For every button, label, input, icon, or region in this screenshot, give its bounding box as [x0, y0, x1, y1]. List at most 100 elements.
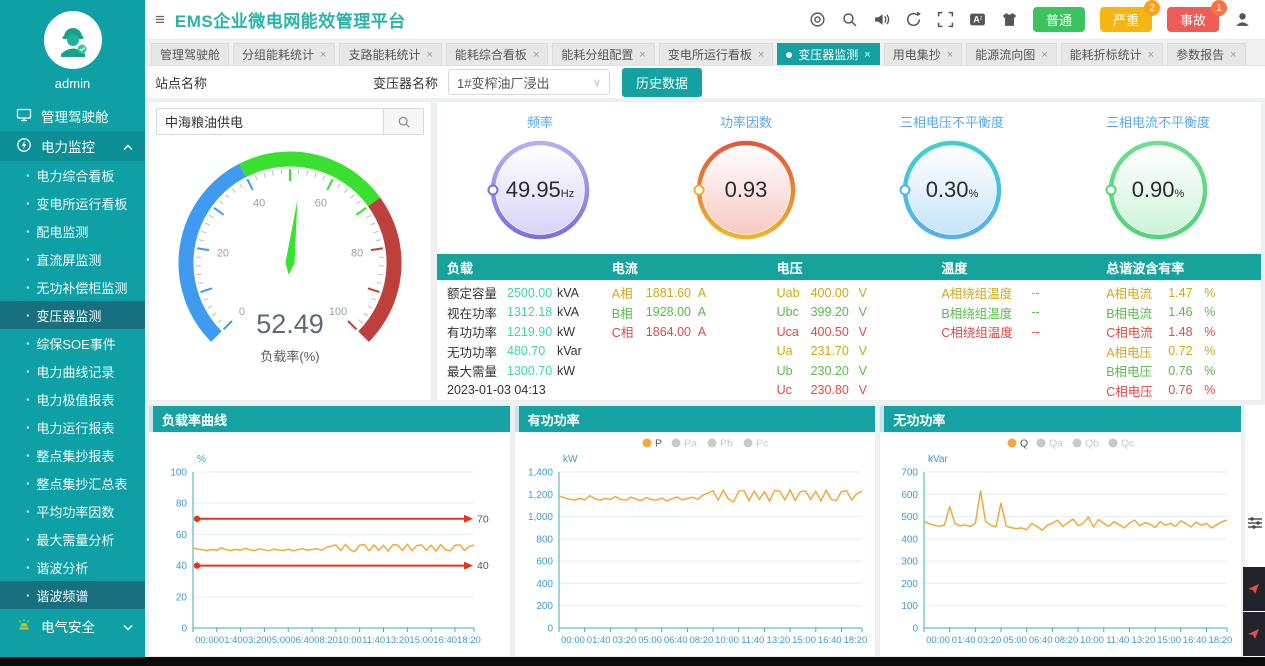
- legend-item-Pb[interactable]: Pb: [707, 438, 733, 450]
- tab-close-icon[interactable]: ×: [1041, 48, 1048, 61]
- voltage-column: Uab 400.00 V Ubc 399.20 V Uca 400.50 V Ua 231.70 V U…: [767, 283, 932, 400]
- sidebar-item-10[interactable]: · 电力极值报表: [0, 385, 145, 413]
- sound-icon[interactable]: [873, 11, 890, 28]
- refresh-icon[interactable]: [905, 11, 922, 28]
- table-row: A相电流 1.47%: [1106, 283, 1261, 303]
- svg-text:18:20: 18:20: [843, 635, 867, 646]
- sidebar-item-0[interactable]: 管理驾驶舱: [0, 101, 145, 131]
- tab-close-icon[interactable]: ×: [757, 48, 765, 61]
- tab-8[interactable]: 能源流向图 ×: [966, 43, 1057, 65]
- sidebar-item-12[interactable]: · 整点集抄报表: [0, 441, 145, 469]
- tab-close-icon[interactable]: ×: [946, 48, 954, 61]
- legend-item-Qa[interactable]: Qa: [1036, 438, 1064, 450]
- legend-item-Qc[interactable]: Qc: [1108, 438, 1135, 450]
- svg-text:0: 0: [181, 624, 187, 635]
- sidebar-item-5[interactable]: · 直流屏监测: [0, 245, 145, 273]
- legend-item-P[interactable]: P: [642, 438, 662, 450]
- circle-gauge-graphic: 49.95Hz: [487, 140, 590, 240]
- svg-text:06:40: 06:40: [1029, 635, 1053, 646]
- sidebar-item-1[interactable]: 电力监控: [0, 131, 145, 161]
- search-icon[interactable]: [841, 11, 858, 28]
- row-label: C相绕组温度: [941, 326, 1013, 341]
- row-unit: V: [858, 305, 867, 320]
- chart-settings-icon[interactable]: [1246, 514, 1264, 532]
- tab-label: 用电集抄: [892, 48, 941, 62]
- line-chart: 0 200 400 600 800 1,000 1,200 1,400 00:00 01:40 03…: [528, 438, 867, 647]
- fullscreen-icon[interactable]: [937, 11, 954, 28]
- tab-close-icon[interactable]: ×: [532, 48, 540, 61]
- svg-text:0.93: 0.93: [725, 177, 768, 202]
- sidebar-item-18[interactable]: 电气安全: [0, 611, 145, 641]
- theme-icon[interactable]: [1001, 11, 1018, 28]
- sidebar-item-14[interactable]: · 平均功率因数: [0, 497, 145, 525]
- transformer-select[interactable]: 1#变榨油厂浸出 ∨: [448, 69, 611, 95]
- sidebar-item-15[interactable]: · 最大需量分析: [0, 525, 145, 553]
- sidebar-item-17[interactable]: · 谐波频谱: [0, 581, 145, 609]
- tab-10[interactable]: 参数报告 ×: [1167, 43, 1246, 65]
- svg-text:60: 60: [315, 197, 327, 209]
- sidebar-item-2[interactable]: · 电力综合看板: [0, 161, 145, 189]
- row-label: A相电流: [1106, 287, 1153, 302]
- sidebar-item-4[interactable]: · 配电监测: [0, 217, 145, 245]
- sidebar-item-11[interactable]: · 电力运行报表: [0, 413, 145, 441]
- tab-close-icon[interactable]: ×: [1230, 48, 1237, 61]
- sidebar-item-13[interactable]: · 整点集抄汇总表: [0, 469, 145, 497]
- alarm-shortcut-button-2[interactable]: [1243, 612, 1265, 656]
- site-search-button[interactable]: [384, 108, 424, 135]
- sidebar-item-9[interactable]: · 电力曲线记录: [0, 357, 145, 385]
- tab-6[interactable]: 变压器监测 ×: [777, 43, 880, 65]
- tab-label: 分组能耗统计: [242, 48, 315, 62]
- row-label: A相: [611, 287, 633, 302]
- sidebar-item-7[interactable]: · 变压器监测: [0, 301, 145, 329]
- table-row: B相 1928.00 A: [612, 303, 767, 323]
- tab-4[interactable]: 能耗分组配置 ×: [552, 43, 655, 65]
- tab-2[interactable]: 支路能耗统计 ×: [339, 43, 442, 65]
- sidebar-item-label: 电力曲线记录: [36, 364, 115, 380]
- tab-3[interactable]: 能耗综合看板 ×: [445, 43, 549, 65]
- chevron-down-icon: [123, 619, 133, 634]
- alarm-level-button-2[interactable]: 事故 1: [1166, 0, 1227, 32]
- history-data-button[interactable]: 历史数据: [622, 67, 703, 97]
- tab-close-icon[interactable]: ×: [1147, 48, 1155, 61]
- tab-close-icon[interactable]: ×: [864, 48, 871, 61]
- svg-text:03:20: 03:20: [243, 635, 267, 646]
- tab-5[interactable]: 变电所运行看板 ×: [658, 43, 774, 65]
- stats-table-body: 额定容量 2500.00 kVA 视在功率 1312.18 kVA 有功功率 1219.90 k…: [437, 280, 1261, 400]
- support-icon[interactable]: [809, 11, 826, 28]
- alarm-level-button-0[interactable]: 普通: [1032, 7, 1085, 32]
- tab-9[interactable]: 能耗折标统计 ×: [1060, 43, 1164, 65]
- legend-item-Pa[interactable]: Pa: [671, 438, 697, 450]
- sidebar-item-6[interactable]: · 无功补偿柜监测: [0, 273, 145, 301]
- row-label: 有功功率: [447, 326, 498, 341]
- safety-icon: [16, 617, 32, 636]
- row-label: A相绕组温度: [941, 287, 1013, 302]
- sidebar-item-3[interactable]: · 变电所运行看板: [0, 189, 145, 217]
- tab-close-icon[interactable]: ×: [320, 48, 327, 61]
- alarm-level-button-1[interactable]: 严重 2: [1099, 0, 1160, 32]
- svg-text:Q: Q: [1020, 438, 1028, 450]
- tab-7[interactable]: 用电集抄 ×: [883, 43, 963, 65]
- row-unit: V: [858, 363, 867, 378]
- tab-1[interactable]: 分组能耗统计 ×: [233, 43, 336, 65]
- tab-0[interactable]: 管理驾驶舱: [151, 43, 230, 65]
- svg-text:80: 80: [176, 499, 188, 510]
- user-icon[interactable]: [1234, 11, 1251, 28]
- sidebar-item-16[interactable]: · 谐波分析: [0, 553, 145, 581]
- menu-toggle-icon[interactable]: ≡: [155, 9, 165, 29]
- alarm-shortcut-button-1[interactable]: [1243, 567, 1265, 611]
- table-row: A相 1881.60 A: [612, 283, 767, 303]
- row-label: 无功功率: [447, 345, 498, 360]
- svg-text:0: 0: [239, 306, 245, 318]
- tab-close-icon[interactable]: ×: [426, 48, 433, 61]
- legend-item-Qb[interactable]: Qb: [1072, 438, 1100, 450]
- circle-gauge-0: 频率 49.95Hz: [437, 102, 643, 254]
- tab-close-icon[interactable]: ×: [639, 48, 646, 61]
- legend-item-Pc[interactable]: Pc: [743, 438, 768, 450]
- sidebar-item-8[interactable]: · 综保SOE事件: [0, 329, 145, 357]
- avatar[interactable]: [43, 11, 102, 69]
- legend-item-Q[interactable]: Q: [1007, 438, 1029, 450]
- sidebar-item-label: 变压器监测: [36, 308, 102, 324]
- site-search-input[interactable]: [156, 108, 384, 135]
- circle-gauge-title: 三相电流不平衡度: [1105, 115, 1210, 130]
